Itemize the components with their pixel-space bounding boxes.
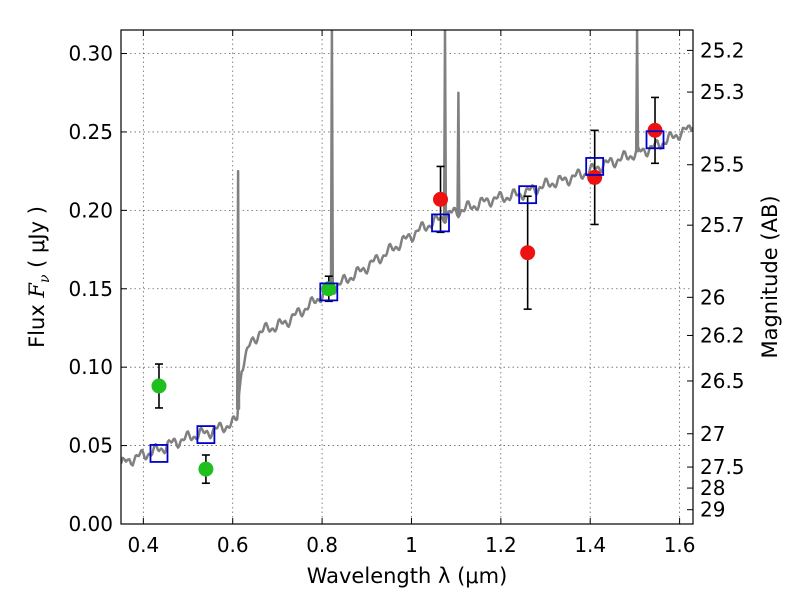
magnitude-tick-label: 27.5 xyxy=(700,455,745,479)
plot-frame xyxy=(120,29,694,525)
magnitude-tick-label: 25.3 xyxy=(700,80,745,104)
y-tick-label: 0.20 xyxy=(68,198,113,222)
magnitude-tick-label: 26.2 xyxy=(700,323,745,347)
model-square xyxy=(645,130,665,150)
axis-ticks: 0.4 0.6 0.8 1 1.2 1.4 1.6 0.00 0.05 0.10 0.15 0.20 0… xyxy=(68,30,745,557)
y-tick-label: 0.05 xyxy=(68,434,113,458)
spectrum-line xyxy=(121,30,693,467)
y-axis-label: Flux Fν ( μJy ) xyxy=(25,206,53,348)
y-axis-label-suffix: ( μJy ) xyxy=(25,206,49,274)
model-square xyxy=(196,425,216,445)
model-square xyxy=(149,444,169,463)
x-tick-label: 1 xyxy=(405,533,418,557)
x-tick-label: 1.2 xyxy=(485,533,517,557)
green-point xyxy=(198,461,214,477)
green-point xyxy=(321,281,337,297)
right-axis-label: Magnitude (AB) xyxy=(758,195,782,358)
magnitude-tick-label: 25.7 xyxy=(700,213,745,237)
red-point xyxy=(587,169,603,185)
y-tick-label: 0.30 xyxy=(68,42,113,66)
y-axis-label-prefix: Flux xyxy=(25,298,49,348)
magnitude-tick-label: 27 xyxy=(700,422,725,446)
x-tick-label: 0.6 xyxy=(217,533,249,557)
red-point xyxy=(433,191,449,207)
model-square xyxy=(585,157,605,176)
model-square xyxy=(518,185,538,205)
y-tick-label: 0.25 xyxy=(68,120,113,144)
magnitude-tick-label: 25.5 xyxy=(700,153,745,177)
model-square xyxy=(431,213,450,233)
magnitude-tick-label: 26.5 xyxy=(700,369,745,393)
y-tick-label: 0.15 xyxy=(68,277,113,301)
magnitude-tick-label: 25.2 xyxy=(700,38,745,62)
x-tick-label: 0.8 xyxy=(306,533,338,557)
y-axis-label-subscript: ν xyxy=(37,274,53,283)
model-spectrum xyxy=(121,30,693,467)
x-tick-label: 0.4 xyxy=(127,533,159,557)
red-point xyxy=(520,245,536,261)
x-tick-label: 1.6 xyxy=(664,533,696,557)
magnitude-tick-label: 26 xyxy=(700,285,725,309)
y-axis-label-variable: F xyxy=(25,282,49,299)
y-tick-label: 0.10 xyxy=(68,355,113,379)
model-square xyxy=(319,282,339,302)
x-tick-label: 1.4 xyxy=(574,533,606,557)
red-point xyxy=(647,122,663,138)
magnitude-tick-label: 28 xyxy=(700,476,725,500)
magnitude-tick-label: 29 xyxy=(700,498,725,522)
green-point xyxy=(151,378,167,394)
x-axis-label: Wavelength λ (μm) xyxy=(307,564,508,588)
data-points xyxy=(149,96,665,485)
y-tick-label: 0.00 xyxy=(68,512,113,536)
